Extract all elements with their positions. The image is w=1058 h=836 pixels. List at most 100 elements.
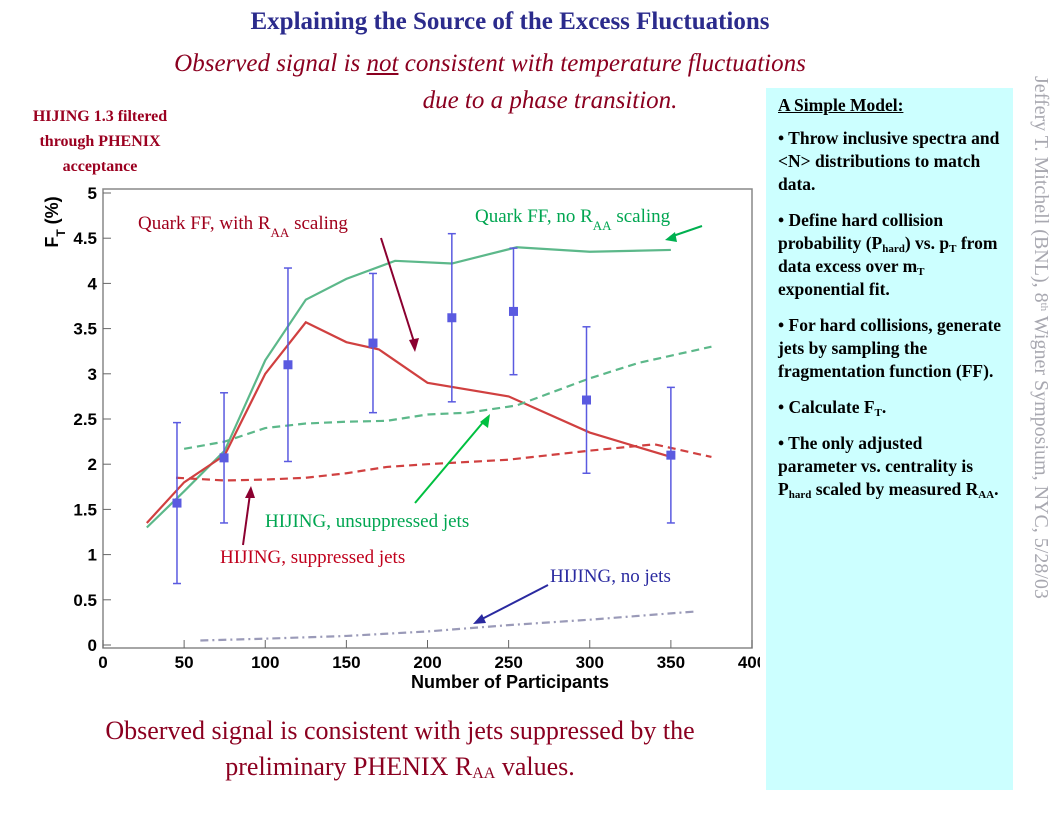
data-point xyxy=(508,306,518,316)
series-label: Quark FF, with RAA scaling xyxy=(138,213,348,240)
x-tick-label: 200 xyxy=(413,653,441,672)
bullet: • Define hard collision probability (Pha… xyxy=(778,209,1003,301)
series-line xyxy=(200,610,696,642)
x-tick-label: 300 xyxy=(576,653,604,672)
bullet-text: scaled by measured R xyxy=(811,479,979,499)
subscript: AA xyxy=(472,765,496,782)
x-axis-label: Number of Participants xyxy=(411,672,609,692)
series-label: HIJING, unsuppressed jets xyxy=(265,511,469,532)
arrows xyxy=(242,225,703,624)
subtitle-part: consistent with temperature fluctuations xyxy=(398,50,806,77)
bullet: • Throw inclusive spectra and <N> distri… xyxy=(778,127,1003,196)
x-tick-label: 150 xyxy=(332,653,360,672)
series-label-part: AA xyxy=(593,218,612,233)
y-tick-label: 2.5 xyxy=(73,410,97,429)
subscript: hard xyxy=(788,489,812,501)
data-point xyxy=(447,313,457,323)
bullet-text: exponential fit. xyxy=(778,279,890,299)
title: Explaining the Source of the Excess Fluc… xyxy=(250,8,770,35)
data-point xyxy=(283,360,293,370)
series-label-part: AA xyxy=(271,225,290,240)
data-point xyxy=(582,395,592,405)
x-tick-label: 100 xyxy=(251,653,279,672)
y-tick-label: 4 xyxy=(88,274,98,293)
y-axis-label: FT (%) xyxy=(42,196,68,247)
series-label: Quark FF, no RAA scaling xyxy=(475,206,671,233)
series-label-part: scaling xyxy=(612,206,671,227)
data-point xyxy=(368,338,378,348)
arrow xyxy=(479,584,549,621)
note-line: HIJING 1.3 filtered xyxy=(32,108,168,125)
bullet-text: • Define hard collision probability (P xyxy=(778,210,944,253)
subtitle-emphasis: not xyxy=(366,50,399,77)
bullet-text: . xyxy=(881,397,887,417)
model-heading: A Simple Model: xyxy=(778,95,904,115)
bullet-text: • The only adjusted parameter vs. centra… xyxy=(778,433,974,499)
series-label-part: scaling xyxy=(289,213,348,234)
plot-frame xyxy=(102,188,753,649)
y-tick-label: 0 xyxy=(88,636,97,655)
arrow-head xyxy=(245,486,255,498)
arrow-head xyxy=(665,232,677,242)
data-point xyxy=(172,498,182,508)
conclusion: Observed signal is consistent with jets … xyxy=(105,716,695,745)
series-line xyxy=(175,443,712,482)
credit: Jeffery T. Mitchell (BNL), 8th Wigner Sy… xyxy=(1029,76,1052,836)
chart: 0 50 100 150 200 250 300 350 400 0 0.5 1 1.5 2 2.5 3 3.5… xyxy=(42,184,760,692)
y-tick-label: 2 xyxy=(88,455,97,474)
plot: 0 50 100 150 200 250 300 350 400 0 0.5 1 1.5 2 2.5 3 3.5… xyxy=(73,184,760,672)
bullet-text: • Throw inclusive spectra and <N> distri… xyxy=(778,128,1000,194)
series-label-part: Quark FF, with R xyxy=(138,213,271,234)
x-tick-label: 50 xyxy=(175,653,194,672)
x-tick-label: 250 xyxy=(494,653,522,672)
bullet: • The only adjusted parameter vs. centra… xyxy=(778,432,1003,501)
series-label-part: HIJING, unsuppressed jets xyxy=(265,511,469,532)
arrow xyxy=(380,237,416,346)
y-label-part: (%) xyxy=(42,196,62,229)
data-point xyxy=(666,450,676,460)
series-label: HIJING, no jets xyxy=(550,566,671,587)
bullet: • Calculate FT. xyxy=(778,396,1003,419)
subtitle-part: Observed signal is xyxy=(174,50,367,77)
y-tick-label: 3 xyxy=(88,365,97,384)
arrow xyxy=(242,493,251,546)
x-tick-label: 400 xyxy=(738,653,760,672)
bullet-text: • For hard collisions, generate jets by … xyxy=(778,315,1002,381)
arrow-head xyxy=(480,414,490,428)
arrow-head xyxy=(473,614,486,624)
y-tick-label: 5 xyxy=(88,184,97,203)
bullet: • For hard collisions, generate jets by … xyxy=(778,314,1003,383)
conclusion-part: values. xyxy=(495,752,575,781)
superscript: th xyxy=(1038,302,1050,312)
bullet-text: from data excess over m xyxy=(778,233,998,276)
note: HIJING 1.3 filtered through PHENIX accepta… xyxy=(10,104,190,179)
y-tick-label: 0.5 xyxy=(73,591,97,610)
arrow-head xyxy=(409,338,419,352)
subscript: T xyxy=(874,407,882,419)
bullet-text: ) vs. p xyxy=(904,233,950,253)
slide: Explaining the Source of the Excess Fluc… xyxy=(0,8,1052,790)
series-label: HIJING, suppressed jets xyxy=(220,547,405,568)
series-line xyxy=(183,345,712,450)
data-point xyxy=(219,453,229,463)
subscript: AA xyxy=(978,489,995,501)
conclusion-part: preliminary PHENIX R xyxy=(225,752,473,781)
subtitle: due to a phase transition. xyxy=(422,87,678,114)
subscript: hard xyxy=(882,243,905,255)
model-box: A Simple Model: • Throw inclusive spectr… xyxy=(766,88,1013,790)
series-label-part: Quark FF, no R xyxy=(475,206,593,227)
note-line: through PHENIX xyxy=(39,133,161,150)
bullet-text: • Calculate F xyxy=(778,397,875,417)
y-label-part: F xyxy=(42,237,62,248)
series-line xyxy=(145,320,672,524)
series-label-part: HIJING, no jets xyxy=(550,566,671,587)
y-tick-label: 1.5 xyxy=(73,500,97,519)
bullet-text: . xyxy=(994,479,999,499)
subscript: T xyxy=(949,243,957,255)
subtitle: Observed signal is not consistent with t… xyxy=(0,50,980,78)
y-tick-label: 3.5 xyxy=(73,320,97,339)
y-tick-label: 4.5 xyxy=(73,229,97,248)
credit-part: Jeffery T. Mitchell (BNL), 8 xyxy=(1030,76,1052,303)
series-label-part: HIJING, suppressed jets xyxy=(220,547,405,568)
conclusion: preliminary PHENIX RAA values. xyxy=(0,752,800,782)
